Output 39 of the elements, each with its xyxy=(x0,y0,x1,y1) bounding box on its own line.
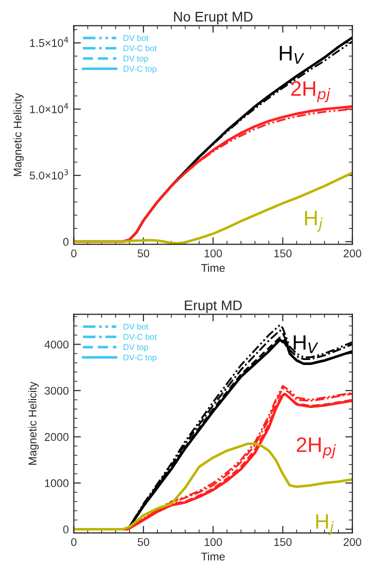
x-tick-label: 50 xyxy=(138,538,150,546)
x-tick-label: 100 xyxy=(204,538,222,546)
y-axis-title: Magnetic Helicity xyxy=(13,93,24,176)
series-label: H$_{V}$ xyxy=(280,46,304,64)
series-label: 2H$_{pj}$ xyxy=(296,437,336,458)
chart-title: Erupt MD xyxy=(184,300,242,313)
y-tick-label: 5.0×10$^{3}$ xyxy=(30,169,68,180)
legend-label: DV top xyxy=(124,56,148,64)
y-tick-label: 4000 xyxy=(44,340,69,348)
legend-label: DV top xyxy=(124,344,148,352)
legend-label: DV-C bot xyxy=(124,334,157,340)
y-tick-label: 2000 xyxy=(44,433,69,441)
series-label: H$_{j}$ xyxy=(316,514,334,536)
y-tick-label: 0 xyxy=(63,238,69,246)
y-tick-label: 1000 xyxy=(45,479,69,488)
series-label: 2H$_{pj}$ xyxy=(291,81,330,102)
x-axis-title: Time xyxy=(201,552,225,560)
y-tick-label: 1.0×10$^{4}$ xyxy=(30,103,68,114)
legend-label: DV bot xyxy=(124,34,148,41)
x-tick-label: 150 xyxy=(274,249,292,258)
x-tick-label: 0 xyxy=(71,538,76,546)
chart-title: No Erupt MD xyxy=(174,12,253,24)
x-tick-label: 200 xyxy=(344,538,362,546)
y-axis-title: Magnetic Helicity xyxy=(28,382,39,465)
series-label: H$_{V}$ xyxy=(294,335,318,354)
x-tick-label: 50 xyxy=(138,249,150,258)
y-tick-label: 1.5×10$^{4}$ xyxy=(30,36,68,47)
series-label: H$_{j}$ xyxy=(305,210,323,232)
y-tick-label: 0 xyxy=(63,526,69,534)
x-tick-label: 200 xyxy=(344,249,362,258)
x-axis-title: Time xyxy=(201,264,225,272)
x-tick-label: 0 xyxy=(71,249,76,258)
x-tick-label: 100 xyxy=(204,249,222,258)
legend-label: DV-C bot xyxy=(124,45,157,52)
legend-label: DV-C top xyxy=(124,354,156,362)
y-tick-label: 3000 xyxy=(44,386,69,395)
legend-label: DV bot xyxy=(124,323,148,330)
legend-label: DV-C top xyxy=(124,66,156,74)
x-tick-label: 150 xyxy=(274,538,292,546)
